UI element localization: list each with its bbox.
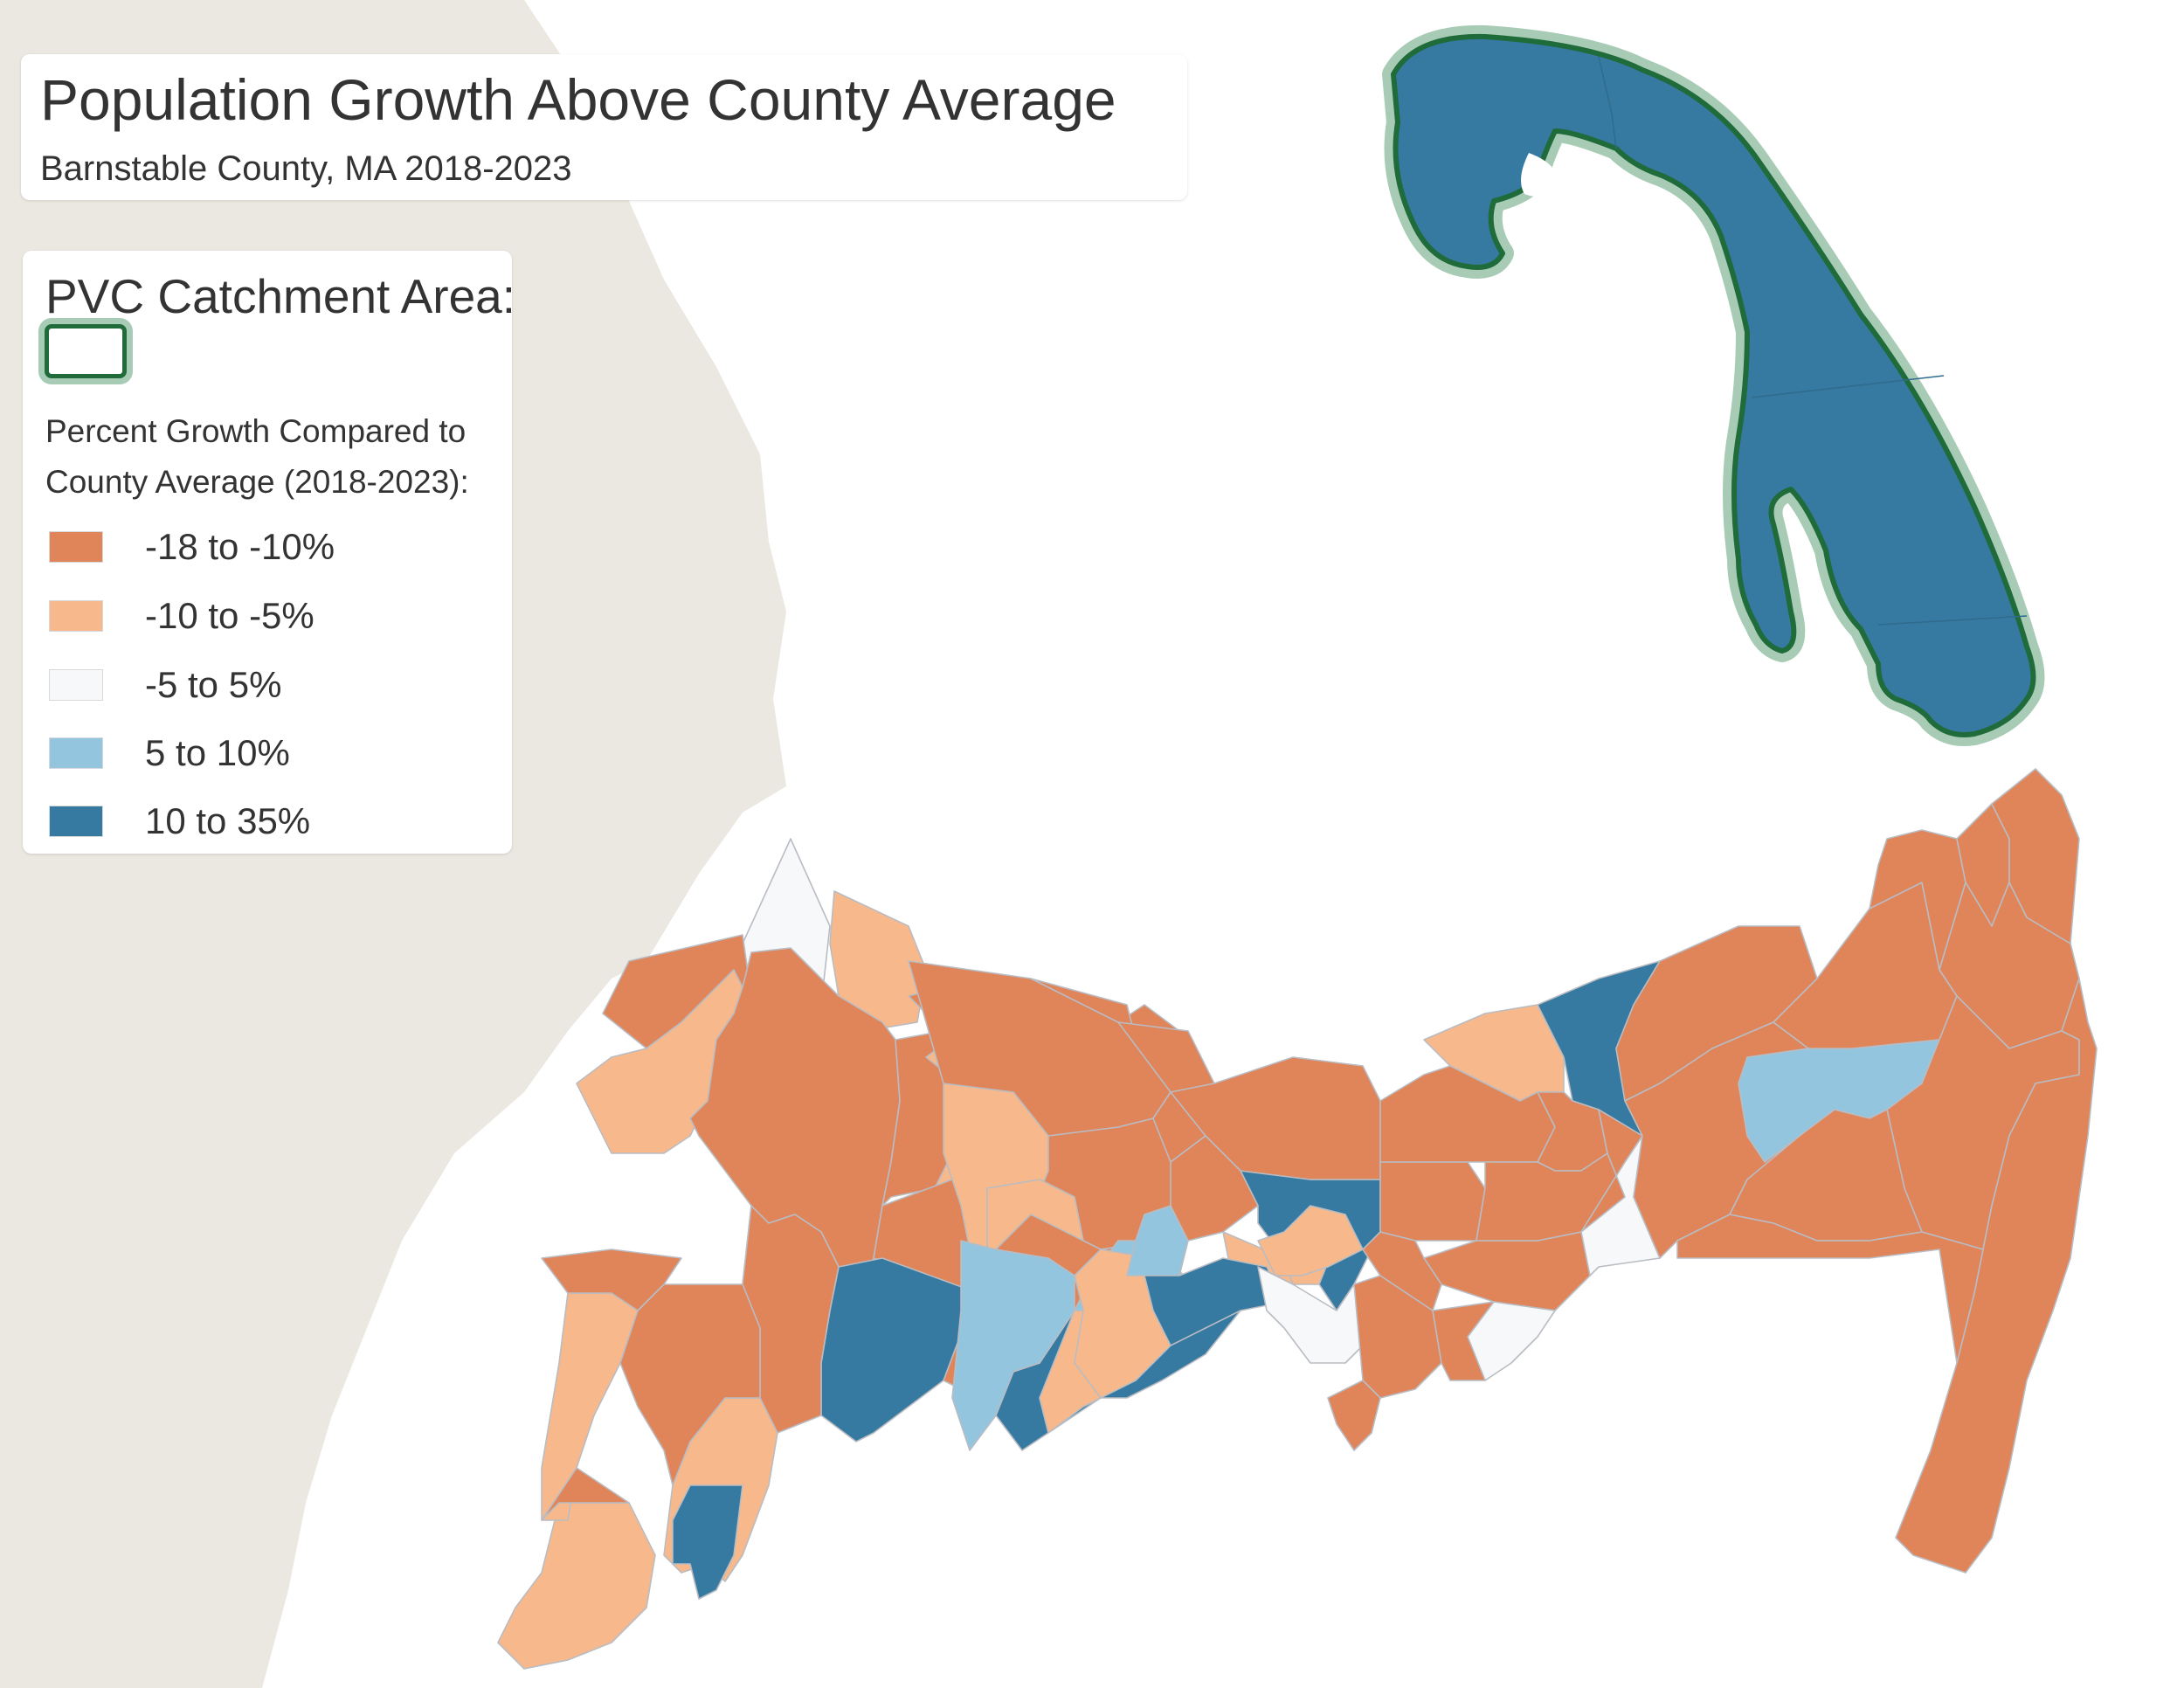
legend-swatch: [49, 737, 103, 769]
legend-label: 5 to 10%: [145, 732, 290, 773]
catchment-water-inlet: [1521, 153, 1557, 197]
catchment-tract-divider: [1598, 56, 1617, 149]
tract[interactable]: [1895, 978, 2098, 1574]
tract[interactable]: [1676, 1214, 1984, 1364]
legend-swatch: [49, 600, 103, 632]
tract[interactable]: [1869, 829, 1966, 971]
legend-label: 10 to 35%: [145, 800, 311, 841]
catchment-tract-divider: [1751, 375, 1945, 398]
growth-label: Percent Growth Compared to County Averag…: [45, 413, 469, 500]
tract[interactable]: [672, 1484, 743, 1600]
plymouth-peninsula: [542, 205, 629, 297]
legend-label: -10 to -5%: [145, 595, 314, 636]
tract[interactable]: [820, 1257, 979, 1442]
tract[interactable]: [1379, 1161, 1486, 1242]
tract[interactable]: [619, 1283, 761, 1486]
legend-label: -18 to -10%: [145, 526, 335, 567]
title-card: Population Growth Above County Average B…: [21, 54, 1187, 200]
tract[interactable]: [1327, 1380, 1381, 1451]
tract[interactable]: [541, 1249, 682, 1311]
map-subtitle: Barnstable County, MA 2018-2023: [40, 149, 572, 188]
catchment-area[interactable]: [1382, 24, 2045, 746]
legend-swatch: [49, 669, 103, 701]
catchment-tract-divider: [1877, 615, 2028, 626]
tract[interactable]: [1432, 1301, 1495, 1381]
map-title: Population Growth Above County Average: [40, 67, 1116, 132]
tract[interactable]: [541, 1467, 630, 1521]
central-cape-tracts: [908, 768, 2098, 1574]
catchment-polygon[interactable]: [1391, 33, 2036, 737]
tract[interactable]: [1144, 1257, 1285, 1346]
legend-swatch: [49, 531, 103, 563]
tract[interactable]: [1362, 1231, 1442, 1311]
tract[interactable]: [1170, 1135, 1259, 1242]
legend-label: -5 to 5%: [145, 664, 282, 705]
legend-card: PVC Catchment Area: Percent Growth Compa…: [23, 251, 516, 854]
tract[interactable]: [829, 890, 927, 1032]
tract[interactable]: [951, 1240, 1075, 1451]
tract[interactable]: [497, 1502, 656, 1670]
tract[interactable]: [1991, 768, 2080, 944]
legend-swatch: [49, 806, 103, 837]
tract[interactable]: [1423, 1231, 1591, 1311]
catchment-swatch: [45, 324, 127, 378]
catchment-label: PVC Catchment Area:: [45, 269, 516, 323]
tract[interactable]: [1257, 1266, 1372, 1364]
